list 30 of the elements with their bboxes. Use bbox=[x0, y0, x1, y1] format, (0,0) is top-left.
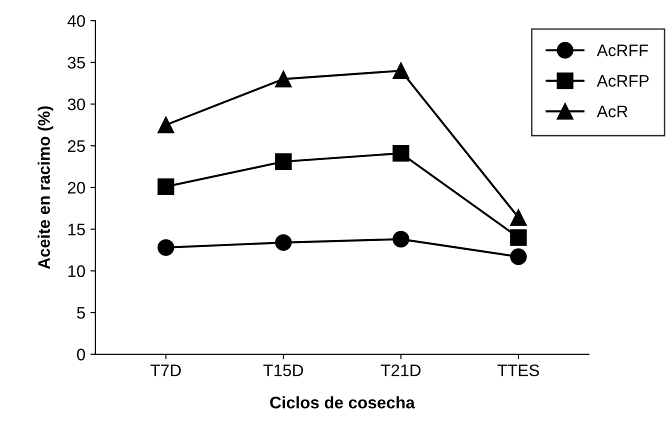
x-axis-title: Ciclos de cosecha bbox=[270, 396, 415, 408]
y-tick-label: 10 bbox=[68, 265, 86, 278]
point bbox=[392, 62, 410, 80]
legend-label: AcRFP bbox=[596, 75, 649, 87]
y-tick-label: 30 bbox=[68, 98, 86, 110]
y-tick-label: 0 bbox=[77, 348, 86, 360]
legend-label: AcRFF bbox=[596, 44, 648, 56]
y-tick-label: 15 bbox=[68, 224, 85, 236]
x-tick-label: T15D bbox=[263, 364, 303, 376]
y-tick-label: 20 bbox=[68, 182, 86, 194]
y-tick-label: 5 bbox=[77, 307, 85, 319]
point bbox=[392, 230, 410, 248]
point bbox=[392, 144, 410, 162]
point bbox=[158, 178, 174, 195]
y-tick-label: 40 bbox=[68, 15, 86, 27]
y-axis-title: Aceite en racimo (%) bbox=[38, 106, 54, 270]
point bbox=[275, 70, 292, 88]
y-tick-label: 25 bbox=[68, 140, 85, 152]
legend-label: AcR bbox=[596, 106, 628, 118]
point bbox=[510, 209, 527, 226]
x-tick-label: T21D bbox=[380, 364, 421, 376]
point bbox=[158, 239, 174, 256]
point bbox=[275, 234, 292, 251]
x-tick-label: T7D bbox=[150, 364, 181, 376]
point bbox=[158, 116, 174, 134]
y-tick-label: 35 bbox=[68, 56, 85, 69]
point bbox=[510, 229, 527, 246]
point bbox=[275, 153, 292, 170]
point bbox=[510, 248, 527, 266]
x-tick-label: TTES bbox=[498, 364, 539, 376]
